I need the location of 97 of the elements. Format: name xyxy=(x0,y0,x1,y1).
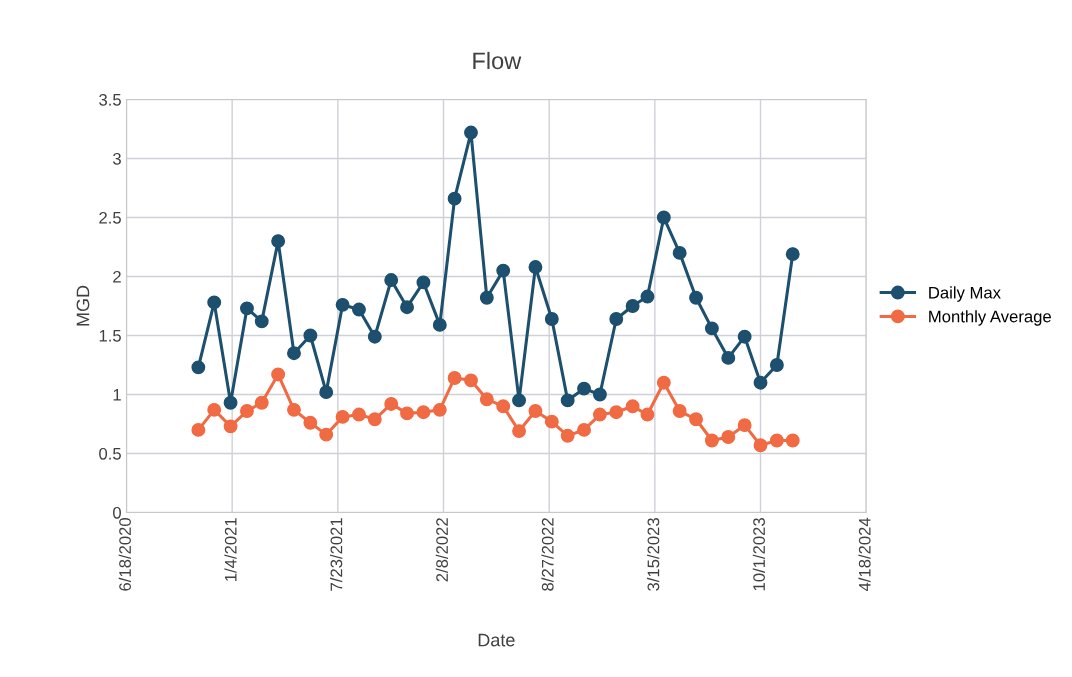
point xyxy=(416,405,431,420)
point xyxy=(335,409,350,424)
point xyxy=(384,396,399,411)
y-tick-label: 0.5 xyxy=(99,447,121,460)
point xyxy=(254,395,269,410)
point xyxy=(656,210,671,225)
point xyxy=(609,312,624,326)
point xyxy=(240,404,254,418)
point xyxy=(223,395,238,410)
point xyxy=(240,301,254,316)
chart-title: Flow xyxy=(473,51,522,70)
point xyxy=(753,438,768,453)
point xyxy=(528,260,543,275)
point xyxy=(352,407,366,422)
point xyxy=(625,399,640,414)
point xyxy=(303,328,318,343)
point xyxy=(479,392,494,407)
y-tick-label: 0 xyxy=(113,506,121,519)
point xyxy=(384,273,399,287)
point xyxy=(207,402,222,417)
point xyxy=(512,424,526,439)
x-tick-label: 1/4/2021 xyxy=(224,518,237,581)
point xyxy=(689,412,703,427)
point xyxy=(544,312,559,326)
point xyxy=(689,290,703,305)
x-axis-title: Date xyxy=(478,633,515,647)
point xyxy=(496,263,511,278)
point xyxy=(447,191,462,206)
point xyxy=(625,299,640,313)
point xyxy=(704,321,719,336)
point xyxy=(191,422,206,437)
point xyxy=(721,350,736,365)
point xyxy=(577,422,591,437)
point xyxy=(672,404,687,418)
y-tick-label: 1 xyxy=(113,389,121,401)
point xyxy=(319,385,334,400)
point xyxy=(367,329,382,344)
point xyxy=(303,415,318,430)
point xyxy=(785,433,800,448)
point xyxy=(287,402,301,417)
point xyxy=(352,302,366,317)
y-tick-label: 3.5 xyxy=(99,93,121,106)
point xyxy=(592,387,607,402)
y-tick-label: 2.5 xyxy=(99,211,121,224)
legend-label: Monthly Average xyxy=(929,310,1051,326)
y-tick-label: 1.5 xyxy=(99,330,121,342)
point xyxy=(496,399,511,414)
x-tick-label: 4/18/2024 xyxy=(858,517,871,592)
point xyxy=(672,245,687,260)
point xyxy=(640,407,655,422)
point xyxy=(416,275,431,290)
point xyxy=(560,428,575,443)
point xyxy=(432,317,447,332)
x-tick-label: 8/27/2022 xyxy=(541,518,554,591)
point xyxy=(464,125,478,140)
point xyxy=(335,297,350,312)
point xyxy=(785,247,800,262)
point xyxy=(223,419,238,434)
point xyxy=(400,406,414,421)
x-tick-label: 3/15/2023 xyxy=(647,518,660,591)
y-tick-label: 2 xyxy=(113,270,121,283)
x-tick-label: 2/8/2022 xyxy=(435,518,448,582)
x-tick-label: 7/23/2021 xyxy=(330,518,343,591)
point xyxy=(544,414,559,429)
point xyxy=(528,404,543,418)
point xyxy=(769,433,784,448)
point xyxy=(464,373,478,388)
point xyxy=(721,430,736,444)
point xyxy=(400,300,414,315)
point xyxy=(737,418,752,433)
point xyxy=(287,346,301,361)
point xyxy=(609,405,624,420)
point xyxy=(319,427,334,442)
point xyxy=(447,371,462,385)
point xyxy=(367,412,382,427)
y-tick-label: 3 xyxy=(113,152,121,165)
point xyxy=(656,375,671,390)
y-axis-title: MGD xyxy=(76,285,90,326)
point xyxy=(271,234,286,249)
point xyxy=(753,375,768,390)
point xyxy=(592,407,607,422)
point xyxy=(640,289,655,304)
point xyxy=(191,360,206,375)
x-tick-label: 6/18/2020 xyxy=(118,517,131,591)
point xyxy=(271,367,286,382)
point xyxy=(560,393,575,408)
x-tick-label: 10/1/2023 xyxy=(752,518,765,591)
point xyxy=(479,290,494,305)
point xyxy=(577,381,591,396)
point xyxy=(737,329,752,344)
legend-label: Daily Max xyxy=(929,286,1001,302)
point xyxy=(704,433,719,448)
point xyxy=(769,358,784,372)
point xyxy=(432,402,447,417)
point xyxy=(254,314,269,329)
point xyxy=(512,393,526,408)
point xyxy=(207,295,222,310)
